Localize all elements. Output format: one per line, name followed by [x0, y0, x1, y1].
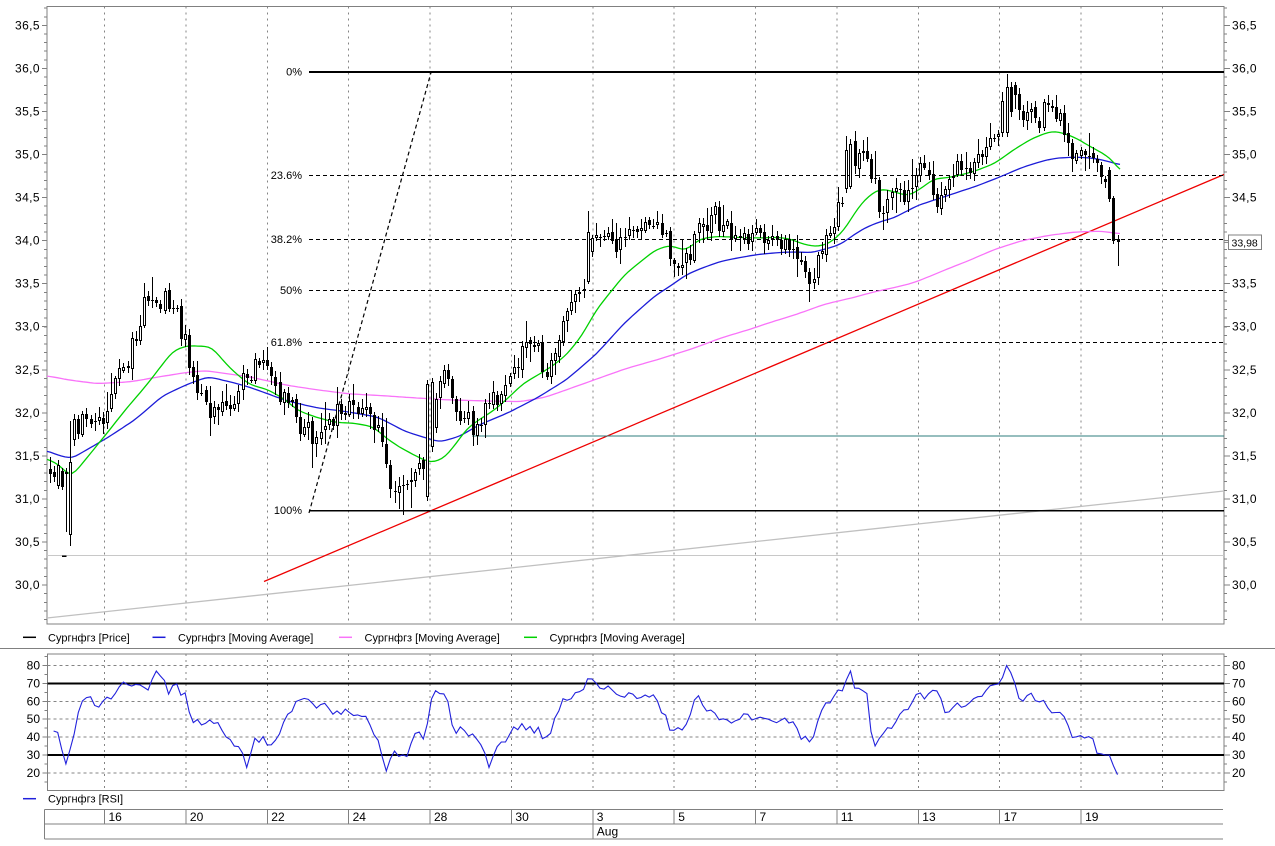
svg-text:100%: 100% [274, 505, 302, 517]
svg-text:23.6%: 23.6% [271, 170, 302, 182]
svg-text:33,5: 33,5 [1232, 277, 1257, 291]
svg-text:80: 80 [1232, 659, 1246, 673]
svg-text:7: 7 [760, 810, 767, 824]
svg-text:20: 20 [190, 810, 204, 824]
svg-text:33,98: 33,98 [1232, 237, 1258, 249]
svg-text:28: 28 [434, 810, 448, 824]
svg-text:Сургнфгз [Moving Average]: Сургнфгз [Moving Average] [365, 632, 500, 644]
svg-text:33,0: 33,0 [1232, 320, 1257, 334]
svg-text:36,5: 36,5 [15, 18, 40, 32]
svg-text:32,0: 32,0 [1232, 406, 1257, 420]
svg-text:Aug: Aug [597, 824, 618, 838]
svg-text:40: 40 [1232, 730, 1246, 744]
svg-text:32,5: 32,5 [1232, 363, 1257, 377]
svg-text:60: 60 [27, 694, 41, 708]
svg-text:33,0: 33,0 [15, 320, 40, 334]
svg-text:24: 24 [353, 810, 367, 824]
svg-text:11: 11 [841, 810, 854, 824]
svg-text:38.2%: 38.2% [271, 234, 302, 246]
svg-text:30: 30 [515, 810, 529, 824]
svg-text:70: 70 [1232, 677, 1246, 691]
svg-text:Сургнфгз [Moving Average]: Сургнфгз [Moving Average] [550, 632, 685, 644]
svg-text:30,0: 30,0 [15, 578, 40, 592]
svg-text:19: 19 [1085, 810, 1099, 824]
svg-text:33,5: 33,5 [15, 277, 40, 291]
svg-text:70: 70 [27, 677, 41, 691]
svg-text:Сургнфгз [RSI]: Сургнфгз [RSI] [48, 794, 123, 806]
svg-text:35,0: 35,0 [15, 148, 40, 162]
svg-text:31,5: 31,5 [15, 449, 40, 463]
svg-text:5: 5 [678, 810, 685, 824]
svg-text:35,5: 35,5 [1232, 105, 1257, 119]
svg-text:31,0: 31,0 [15, 492, 40, 506]
svg-text:50: 50 [1232, 712, 1246, 726]
svg-text:36,0: 36,0 [15, 61, 40, 75]
svg-text:34,5: 34,5 [1232, 191, 1257, 205]
svg-text:36,5: 36,5 [1232, 18, 1257, 32]
svg-text:3: 3 [597, 810, 604, 824]
svg-text:30,5: 30,5 [1232, 535, 1257, 549]
svg-text:50: 50 [27, 712, 41, 726]
svg-text:31,5: 31,5 [1232, 449, 1257, 463]
svg-text:0%: 0% [286, 67, 302, 79]
svg-text:Сургнфгз [Price]: Сургнфгз [Price] [48, 632, 130, 644]
svg-text:34,0: 34,0 [15, 234, 40, 248]
svg-text:80: 80 [27, 659, 41, 673]
svg-text:20: 20 [27, 766, 41, 780]
svg-text:13: 13 [922, 810, 936, 824]
svg-text:30,0: 30,0 [1232, 578, 1257, 592]
svg-text:30: 30 [1232, 748, 1246, 762]
svg-text:32,0: 32,0 [15, 406, 40, 420]
svg-text:61.8%: 61.8% [271, 337, 302, 349]
svg-text:30: 30 [27, 748, 41, 762]
svg-text:35,5: 35,5 [15, 105, 40, 119]
svg-text:34,5: 34,5 [15, 191, 40, 205]
svg-text:Сургнфгз [Moving Average]: Сургнфгз [Moving Average] [178, 632, 313, 644]
svg-text:31,0: 31,0 [1232, 492, 1257, 506]
svg-text:20: 20 [1232, 766, 1246, 780]
svg-text:17: 17 [1004, 810, 1018, 824]
svg-text:22: 22 [271, 810, 285, 824]
svg-text:32,5: 32,5 [15, 363, 40, 377]
svg-text:36,0: 36,0 [1232, 61, 1257, 75]
svg-text:60: 60 [1232, 694, 1246, 708]
svg-text:16: 16 [109, 810, 123, 824]
svg-text:50%: 50% [280, 285, 302, 297]
svg-text:40: 40 [27, 730, 41, 744]
svg-text:30,5: 30,5 [15, 535, 40, 549]
svg-text:35,0: 35,0 [1232, 148, 1257, 162]
